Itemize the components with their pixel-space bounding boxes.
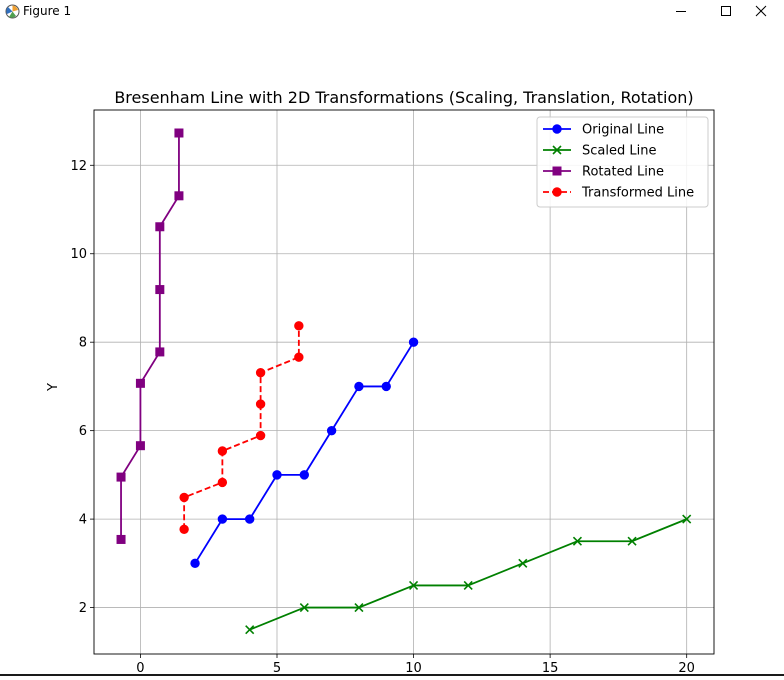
data-point (326, 425, 337, 436)
maximize-icon (721, 6, 731, 16)
data-point (174, 191, 184, 201)
data-point (354, 381, 364, 392)
data-point (155, 285, 165, 295)
data-point (518, 558, 528, 568)
close-button[interactable] (738, 0, 784, 22)
y-tick-label: 2 (79, 601, 87, 616)
x-tick-label: 10 (405, 661, 422, 676)
data-point (135, 441, 145, 451)
data-point (155, 347, 165, 357)
data-point (552, 145, 562, 155)
data-point (245, 625, 255, 635)
y-tick-label: 4 (79, 513, 87, 528)
chart-title: Bresenham Line with 2D Transformations (… (114, 88, 693, 107)
data-point (552, 187, 562, 197)
data-point (354, 602, 364, 613)
data-point (116, 472, 126, 482)
figure-canvas: 0 5 10 15 20 2 4 6 8 10 12 Bresenham Line with 2D T… (0, 24, 784, 676)
data-point (463, 580, 473, 591)
data-point (552, 124, 562, 134)
x-tick-label: 20 (678, 661, 695, 676)
x-tick-label: 15 (542, 661, 559, 676)
data-point (381, 381, 391, 392)
data-point (682, 514, 692, 524)
legend-label: Rotated Line (582, 165, 664, 180)
data-point (116, 534, 126, 544)
data-point (272, 470, 282, 480)
maximize-button[interactable] (703, 0, 749, 22)
legend-label: Scaled Line (582, 144, 656, 159)
data-point (299, 470, 310, 480)
data-point (294, 321, 304, 331)
legend-box (536, 116, 709, 208)
data-point (552, 166, 562, 176)
matplotlib-icon (5, 4, 20, 19)
window-title: Figure 1 (23, 4, 72, 18)
data-point (255, 368, 266, 378)
close-icon (755, 5, 767, 17)
data-point (299, 602, 309, 613)
data-point (572, 536, 583, 546)
data-point (255, 399, 266, 409)
data-point (217, 477, 228, 488)
data-point (408, 337, 419, 347)
data-point (408, 580, 419, 591)
toolbar-divider (0, 674, 784, 676)
data-point (179, 524, 189, 534)
data-point (155, 222, 165, 232)
minimize-button[interactable] (658, 0, 704, 22)
data-point (217, 514, 228, 524)
data-point (627, 536, 637, 546)
y-axis-label: Y (46, 383, 61, 392)
data-point (190, 558, 200, 569)
data-point (244, 514, 255, 524)
data-point (179, 492, 189, 503)
chart: 0 5 10 15 20 2 4 6 8 10 12 Bresenham Line with 2D T… (46, 88, 715, 676)
x-tick-label: 0 (136, 661, 144, 676)
x-tick-label: 5 (273, 661, 281, 676)
data-point (135, 378, 145, 388)
y-tick-label: 8 (79, 336, 87, 351)
data-point (255, 430, 266, 441)
legend-label: Transformed Line (581, 186, 694, 201)
y-tick-label: 12 (70, 159, 87, 174)
y-tick-label: 10 (70, 247, 87, 262)
data-point (174, 128, 184, 138)
data-point (217, 446, 228, 456)
window-titlebar: Figure 1 (0, 0, 784, 24)
legend-label: Original Line (582, 123, 664, 138)
y-tick-label: 6 (79, 424, 87, 439)
axes-frame (93, 109, 715, 655)
minimize-icon (676, 11, 686, 12)
data-point (294, 352, 304, 362)
